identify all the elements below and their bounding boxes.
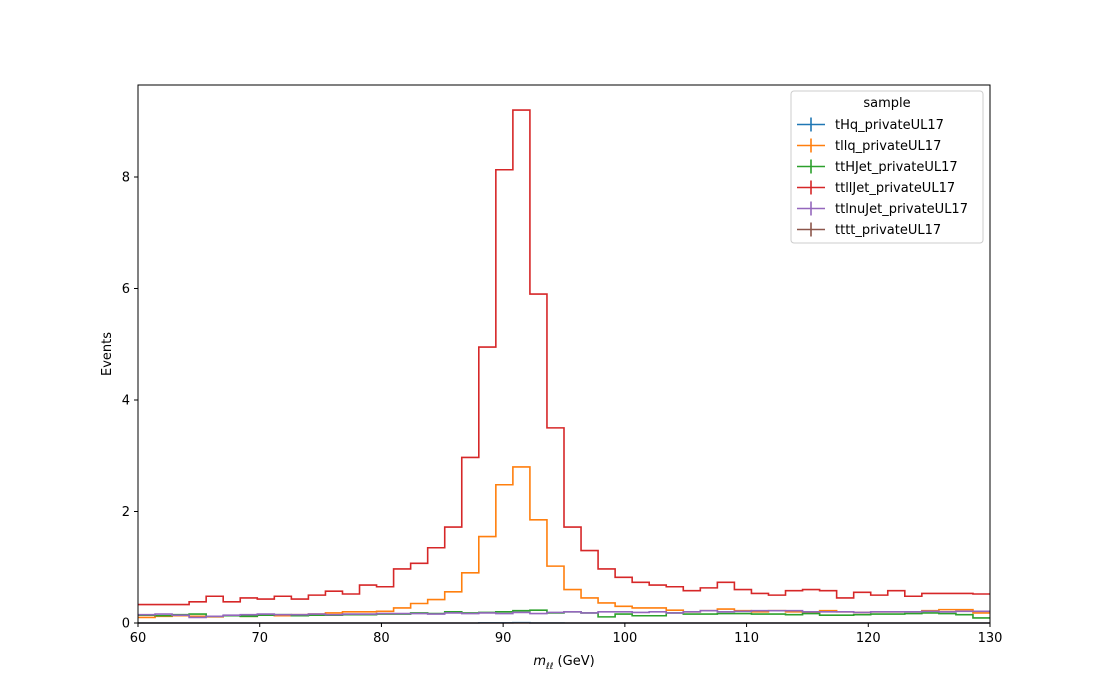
x-tick-label: 100	[612, 631, 637, 646]
legend-entry: ttlnuJet_privateUL17	[797, 201, 968, 217]
legend-label: ttlnuJet_privateUL17	[835, 202, 968, 217]
legend-entry: tllq_privateUL17	[797, 138, 941, 154]
plot-frame	[137, 84, 991, 624]
y-tick-label: 0	[122, 617, 130, 632]
x-tick-label: 110	[734, 631, 759, 646]
legend-box	[790, 90, 984, 244]
series-ttllJet_privateUL17	[138, 109, 990, 606]
legend-label: ttllJet_privateUL17	[835, 181, 955, 196]
x-tick-label: 70	[251, 631, 268, 646]
y-tick-label: 2	[122, 505, 130, 520]
legend-entry: tHq_privateUL17	[797, 117, 944, 133]
x-axis: 60 70 80 90 100 110 120 130	[130, 623, 1003, 646]
series-ttlnuJet_privateUL17	[138, 609, 990, 619]
x-tick-label: 60	[130, 631, 147, 646]
legend-entries: tHq_privateUL17 tllq_privateUL17 ttHJet_pr…	[797, 117, 968, 238]
legend-entry: ttllJet_privateUL17	[797, 180, 955, 196]
x-tick-label: 90	[495, 631, 512, 646]
y-tick-label: 4	[122, 393, 130, 408]
x-tick-label: 130	[978, 631, 1003, 646]
y-tick-label: 6	[122, 282, 130, 297]
y-tick-label: 8	[122, 170, 130, 185]
series-line	[138, 609, 990, 619]
legend-label: tttt_privateUL17	[835, 223, 941, 238]
y-axis-label: Events	[100, 332, 115, 376]
legend-entry: ttHJet_privateUL17	[797, 159, 958, 175]
x-axis-label: mℓℓ (GeV)	[533, 654, 594, 672]
x-tick-label: 120	[856, 631, 881, 646]
legend-label: ttHJet_privateUL17	[835, 160, 958, 175]
legend-entry: tttt_privateUL17	[797, 222, 941, 238]
legend-label: tHq_privateUL17	[835, 118, 944, 133]
legend-label: tllq_privateUL17	[835, 139, 941, 154]
series-line	[138, 109, 990, 606]
y-axis: 0 2 4 6 8	[122, 170, 138, 632]
legend-title: sample	[863, 96, 910, 111]
x-tick-label: 80	[373, 631, 390, 646]
legend: sample tHq_privateUL17 tllq_privateUL17tt…	[790, 90, 984, 244]
